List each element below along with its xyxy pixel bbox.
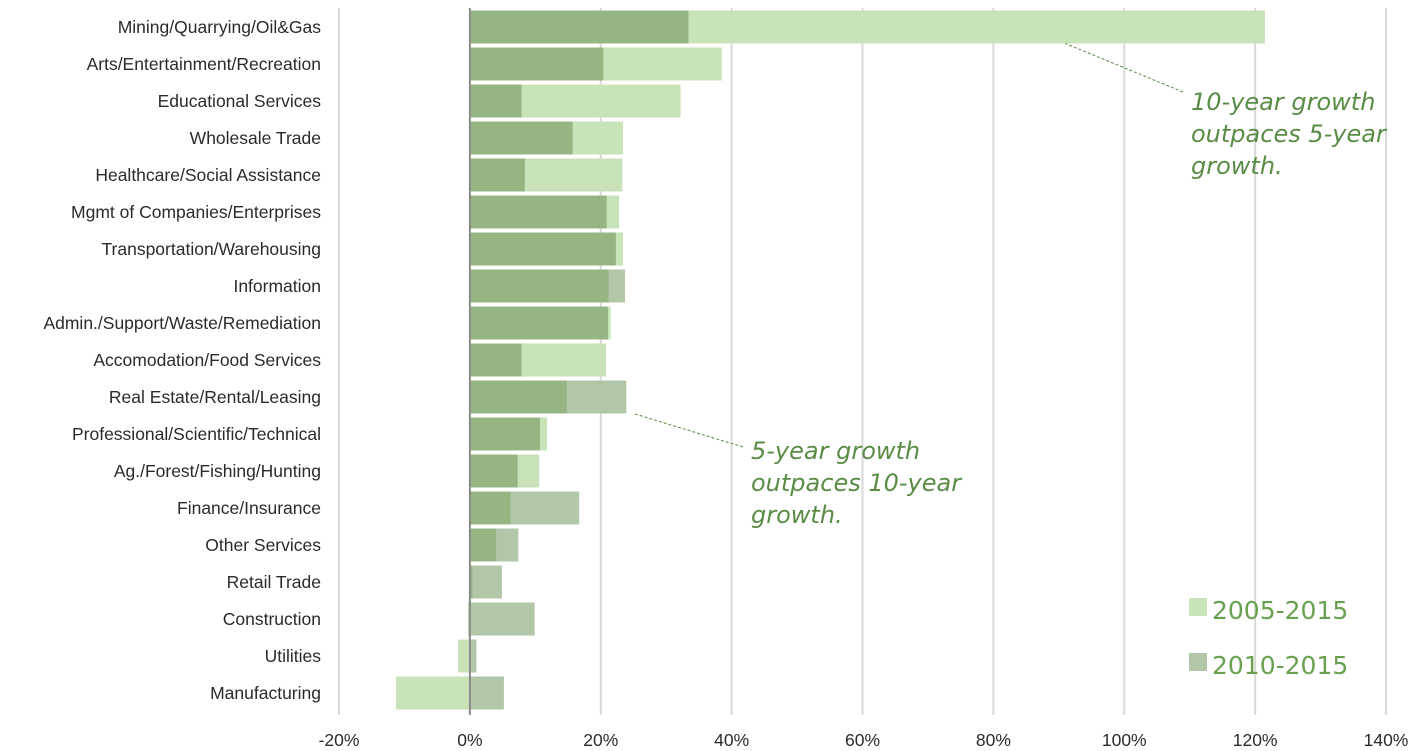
bar-2010-2015 (469, 602, 535, 636)
category-label: Admin./Support/Waste/Remediation (43, 313, 321, 333)
bar-2005-2015 (458, 639, 470, 673)
bar-2010-2015 (469, 676, 504, 710)
bar-overlap (469, 380, 567, 414)
annotation-text: outpaces 10-year (751, 469, 963, 497)
x-tick-label: 0% (457, 730, 482, 750)
bar-overlap (469, 528, 497, 562)
category-label: Healthcare/Social Assistance (95, 165, 321, 185)
category-label: Finance/Insurance (177, 498, 321, 518)
annotation-leader-line (633, 413, 744, 448)
bar-overlap (469, 491, 511, 525)
category-label: Construction (223, 609, 321, 629)
x-tick-labels: -20% 0% 20% 40% 60% 80% 100% 120% 140% (319, 730, 1409, 750)
bar-overlap (469, 417, 540, 451)
category-label: Accomodation/Food Services (93, 350, 321, 370)
annotation-text: outpaces 5-year (1191, 120, 1388, 148)
bar-overlap (469, 269, 609, 303)
category-label: Professional/Scientific/Technical (72, 424, 321, 444)
legend-label: 2010-2015 (1212, 651, 1348, 680)
category-label: Real Estate/Rental/Leasing (109, 387, 321, 407)
legend-swatch (1189, 598, 1207, 616)
x-tick-label: 120% (1233, 730, 1278, 750)
annotation-text: growth. (751, 501, 843, 529)
bar-2010-2015 (469, 639, 477, 673)
category-label: Transportation/Warehousing (101, 239, 321, 259)
annotation-text: 10-year growth (1191, 88, 1375, 116)
bar-overlap (469, 47, 604, 81)
x-tick-label: 20% (583, 730, 618, 750)
category-label: Other Services (205, 535, 321, 555)
annotation-leader-line (1065, 43, 1184, 93)
x-tick-label: 80% (976, 730, 1011, 750)
bar-overlap (469, 10, 689, 44)
annotations: 10-year growth outpaces 5-year growth. 5-ye… (633, 43, 1388, 529)
category-label: Retail Trade (227, 572, 321, 592)
bar-overlap (469, 195, 607, 229)
bar-overlap (469, 84, 522, 118)
bar-2010-2015 (469, 565, 502, 599)
x-tick-label: 100% (1102, 730, 1147, 750)
category-label: Mining/Quarrying/Oil&Gas (118, 17, 322, 37)
legend: 2005-2015 2010-2015 (1189, 596, 1348, 680)
bar-overlap (469, 121, 573, 155)
category-label: Educational Services (158, 91, 322, 111)
bar-overlap (469, 343, 522, 377)
bar-overlap (469, 565, 473, 599)
bar-overlap (469, 454, 518, 488)
category-label: Information (233, 276, 321, 296)
bar-overlap (469, 232, 616, 266)
category-label: Arts/Entertainment/Recreation (87, 54, 321, 74)
legend-label: 2005-2015 (1212, 596, 1348, 625)
legend-swatch (1189, 653, 1207, 671)
category-label: Wholesale Trade (190, 128, 321, 148)
category-label: Ag./Forest/Fishing/Hunting (114, 461, 321, 481)
bar-overlap (469, 158, 525, 192)
annotation-text: 5-year growth (751, 437, 920, 465)
category-labels: Mining/Quarrying/Oil&Gas Arts/Entertainme… (43, 17, 321, 703)
x-tick-label: 60% (845, 730, 880, 750)
x-tick-label: 140% (1364, 730, 1409, 750)
x-tick-label: 40% (714, 730, 749, 750)
bar-2005-2015 (395, 676, 470, 710)
category-label: Utilities (265, 646, 322, 666)
category-label: Mgmt of Companies/Enterprises (71, 202, 321, 222)
annotation-text: growth. (1191, 152, 1283, 180)
bar-overlap (469, 306, 608, 340)
category-label: Manufacturing (210, 683, 321, 703)
bars-group (395, 10, 1265, 710)
x-tick-label: -20% (319, 730, 360, 750)
